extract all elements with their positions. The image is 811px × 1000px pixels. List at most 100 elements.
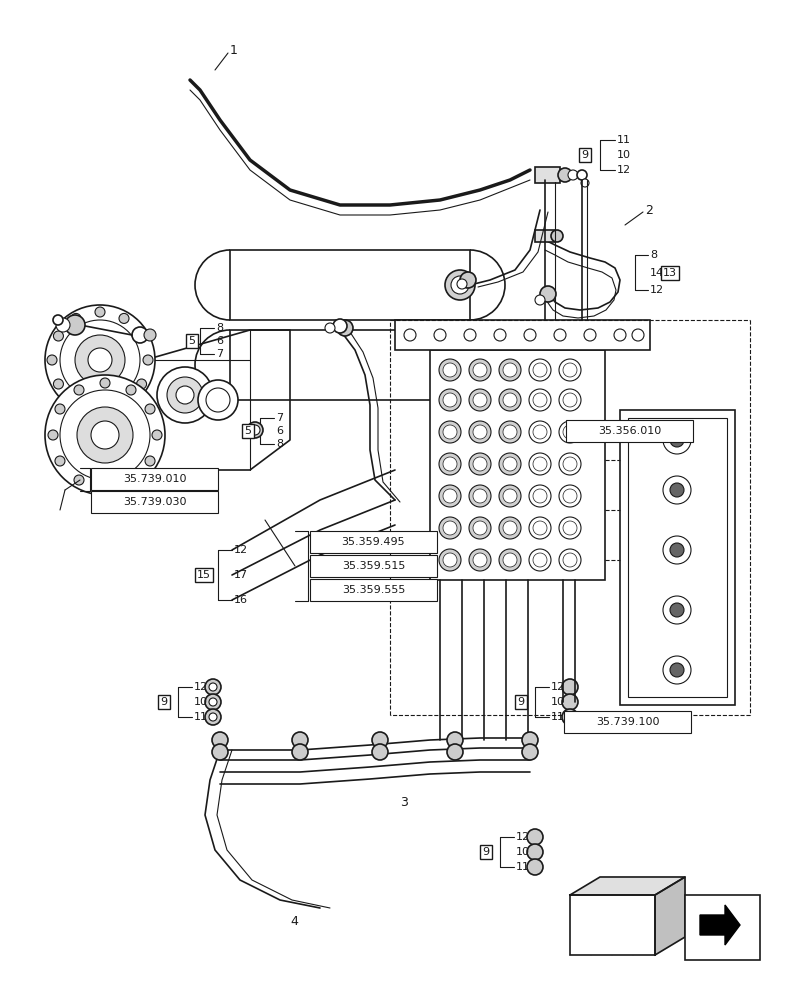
Circle shape [119, 313, 129, 323]
Text: 13: 13 [663, 268, 676, 278]
Text: 6: 6 [216, 336, 223, 346]
Bar [310, 531, 436, 553]
Circle shape [443, 489, 457, 503]
Circle shape [663, 656, 690, 684]
Circle shape [439, 389, 461, 411]
Circle shape [75, 335, 125, 385]
Circle shape [208, 698, 217, 706]
Circle shape [669, 543, 683, 557]
Text: 4: 4 [290, 915, 298, 928]
Circle shape [404, 329, 415, 341]
Circle shape [371, 744, 388, 760]
Text: 8: 8 [276, 439, 283, 449]
Text: 10: 10 [515, 847, 530, 857]
Circle shape [198, 380, 238, 420]
Circle shape [54, 331, 63, 341]
Circle shape [473, 393, 487, 407]
Circle shape [502, 521, 517, 535]
Circle shape [208, 683, 217, 691]
Circle shape [558, 389, 581, 411]
Circle shape [292, 744, 307, 760]
Circle shape [469, 485, 491, 507]
Polygon shape [699, 905, 739, 945]
Circle shape [502, 457, 517, 471]
Text: 12: 12 [551, 682, 564, 692]
Circle shape [532, 457, 547, 471]
Circle shape [499, 421, 521, 443]
Circle shape [558, 485, 581, 507]
Bar [564, 711, 690, 733]
Circle shape [443, 393, 457, 407]
Circle shape [55, 404, 65, 414]
Text: 15: 15 [197, 570, 211, 580]
Circle shape [145, 404, 155, 414]
Text: 9: 9 [161, 697, 167, 707]
Circle shape [521, 732, 538, 748]
Circle shape [167, 377, 203, 413]
Circle shape [443, 363, 457, 377]
Circle shape [206, 388, 230, 412]
Bar [91, 468, 217, 490]
Circle shape [669, 483, 683, 497]
Bar [627, 418, 726, 697]
Text: 35.359.515: 35.359.515 [341, 561, 405, 571]
Circle shape [157, 367, 212, 423]
Circle shape [499, 389, 521, 411]
Text: 12: 12 [234, 545, 248, 555]
Bar [430, 350, 604, 580]
Circle shape [136, 331, 147, 341]
Circle shape [553, 329, 565, 341]
Circle shape [74, 475, 84, 485]
Text: 12: 12 [194, 682, 208, 692]
Text: 16: 16 [234, 595, 247, 605]
Circle shape [88, 348, 112, 372]
Circle shape [145, 456, 155, 466]
Circle shape [526, 844, 543, 860]
Circle shape [443, 425, 457, 439]
Bar [569, 895, 654, 955]
Circle shape [439, 517, 461, 539]
Text: 35.739.030: 35.739.030 [122, 497, 186, 507]
Circle shape [95, 403, 105, 413]
Circle shape [561, 709, 577, 725]
Circle shape [176, 386, 194, 404]
Circle shape [460, 272, 475, 288]
Circle shape [561, 679, 577, 695]
Circle shape [523, 329, 535, 341]
Circle shape [528, 549, 551, 571]
Circle shape [663, 536, 690, 564]
Text: 5: 5 [244, 426, 251, 436]
Circle shape [551, 230, 562, 242]
Circle shape [74, 385, 84, 395]
Text: 9: 9 [482, 847, 489, 857]
Circle shape [439, 359, 461, 381]
Circle shape [558, 517, 581, 539]
Circle shape [558, 453, 581, 475]
Circle shape [152, 430, 162, 440]
Bar [394, 320, 649, 350]
Circle shape [499, 517, 521, 539]
Circle shape [562, 425, 577, 439]
Text: 11: 11 [194, 712, 208, 722]
Circle shape [250, 425, 260, 435]
Circle shape [247, 422, 263, 438]
Circle shape [53, 315, 63, 325]
Circle shape [502, 553, 517, 567]
Text: 6: 6 [276, 426, 283, 436]
Text: 9: 9 [581, 150, 588, 160]
Circle shape [443, 457, 457, 471]
Circle shape [132, 327, 148, 343]
Circle shape [439, 485, 461, 507]
Circle shape [204, 709, 221, 725]
Text: 10: 10 [551, 697, 564, 707]
Circle shape [493, 329, 505, 341]
Circle shape [631, 329, 643, 341]
Circle shape [469, 517, 491, 539]
Circle shape [212, 732, 228, 748]
Circle shape [499, 549, 521, 571]
Circle shape [144, 329, 156, 341]
Circle shape [56, 318, 70, 332]
Circle shape [469, 359, 491, 381]
Circle shape [669, 603, 683, 617]
Circle shape [126, 475, 135, 485]
